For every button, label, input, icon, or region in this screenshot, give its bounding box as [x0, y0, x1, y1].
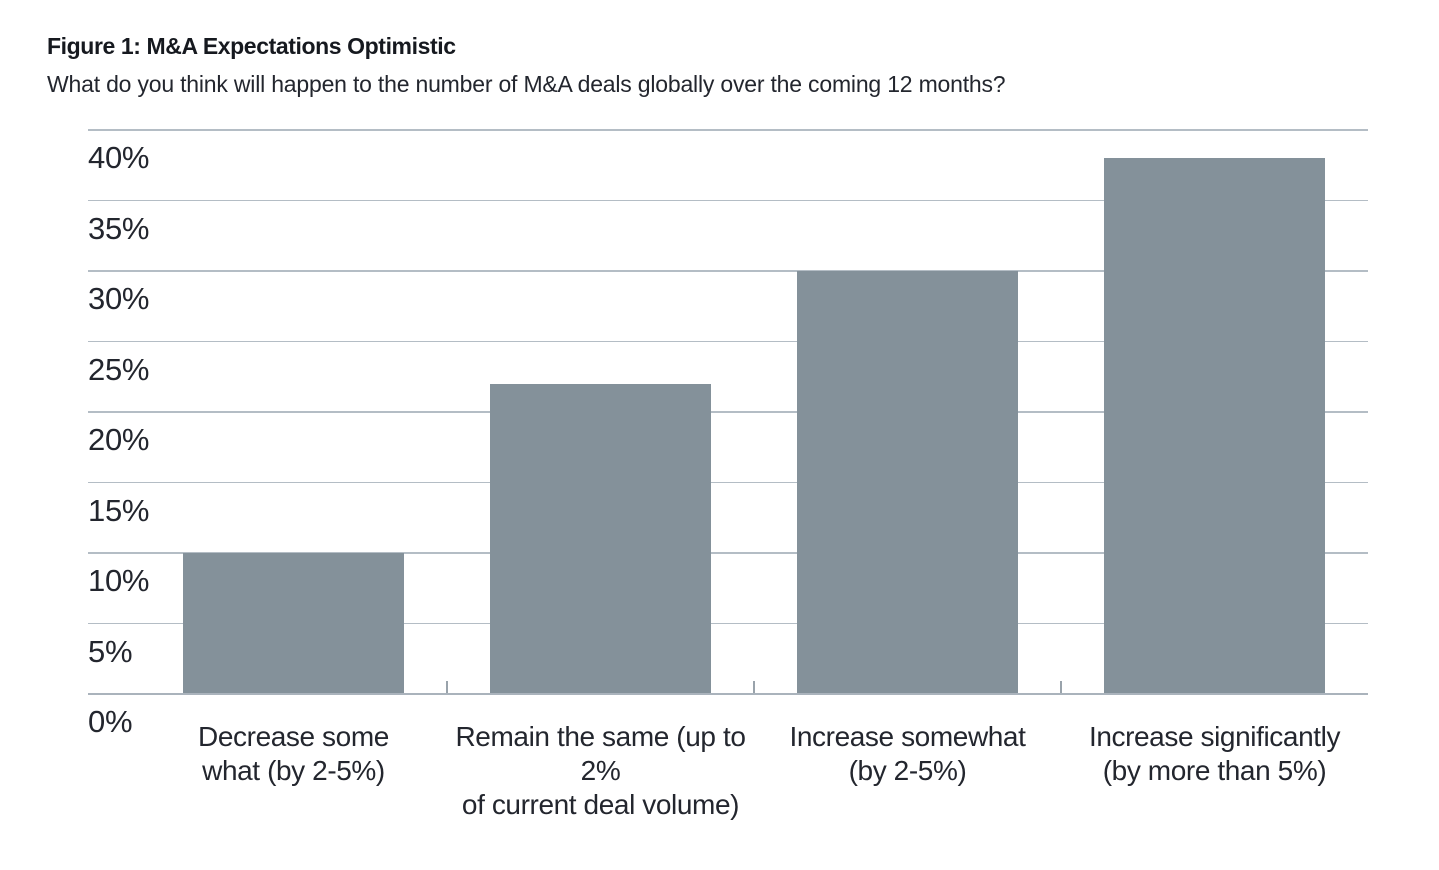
y-axis-tick-label: 30% — [88, 281, 150, 316]
gridline — [88, 622, 1368, 625]
gridline — [88, 481, 1368, 484]
figure-subtitle: What do you think will happen to the num… — [47, 71, 1006, 97]
category-label-line: of current deal volume) — [461, 789, 740, 820]
gridline — [88, 129, 1368, 131]
x-axis-category-label: Decrease some what (by 2-5%) — [140, 720, 447, 788]
category-label-line: what (by 2-5%) — [202, 755, 385, 786]
y-axis-tick-label: 0% — [88, 704, 133, 739]
x-axis-tick — [753, 681, 755, 694]
bar — [490, 383, 711, 694]
x-axis-labels: Decrease some what (by 2-5%) Remain the sa… — [88, 720, 1368, 820]
y-axis-tick-label: 20% — [88, 422, 150, 457]
y-axis-tick-label: 25% — [88, 351, 150, 387]
gridline — [88, 199, 1368, 202]
bar — [1104, 158, 1325, 694]
category-label-line: Remain the same (up to 2% — [455, 721, 746, 786]
category-label-line: Increase significantly — [1088, 721, 1341, 752]
x-axis-tick — [446, 681, 448, 694]
plot-area: 0% 5% 10% 15% 20% 25% 30% 35% 40% — [88, 129, 1368, 737]
category-label-line: Decrease some — [198, 721, 389, 752]
bar — [183, 553, 404, 694]
gridline — [88, 552, 1368, 554]
x-axis-category-label: Remain the same (up to 2% of current deal… — [447, 720, 754, 822]
y-axis-tick-label: 15% — [88, 492, 150, 528]
y-axis-tick-label: 10% — [88, 563, 150, 598]
category-label-line: (by more than 5%) — [1102, 755, 1327, 786]
category-label-line: Increase somewhat — [789, 721, 1026, 752]
x-axis-line — [88, 693, 1368, 695]
category-label-line: (by 2-5%) — [848, 755, 967, 786]
gridline — [88, 270, 1368, 272]
gridline — [88, 411, 1368, 413]
y-axis-tick-label: 5% — [88, 633, 133, 669]
y-axis-tick-label: 35% — [88, 210, 150, 246]
x-axis-category-label: Increase significantly (by more than 5%) — [1061, 720, 1368, 788]
x-axis-tick — [1060, 681, 1062, 694]
x-axis-category-label: Increase somewhat (by 2-5%) — [754, 720, 1061, 788]
gridline — [88, 340, 1368, 343]
bar — [797, 271, 1018, 694]
figure-title: Figure 1: M&A Expectations Optimistic — [47, 33, 456, 59]
y-axis-tick-label: 40% — [88, 140, 150, 175]
